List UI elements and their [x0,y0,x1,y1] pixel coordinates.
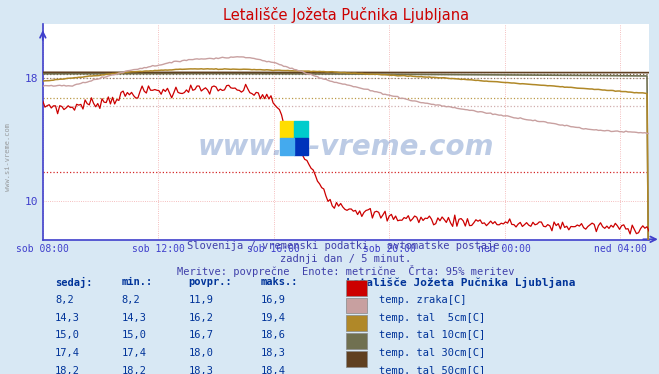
Title: Letališče Jožeta Pučnika Ljubljana: Letališče Jožeta Pučnika Ljubljana [223,7,469,23]
Text: 17,4: 17,4 [55,348,80,358]
FancyBboxPatch shape [346,280,367,295]
Text: 11,9: 11,9 [188,295,214,304]
Text: 8,2: 8,2 [55,295,74,304]
Bar [294,121,308,138]
Text: 15,0: 15,0 [122,330,147,340]
Text: 18,2: 18,2 [122,366,147,374]
Text: temp. tal 50cm[C]: temp. tal 50cm[C] [380,366,486,374]
FancyBboxPatch shape [346,316,367,331]
Bar [279,138,294,155]
Text: 15,0: 15,0 [55,330,80,340]
Text: maks.:: maks.: [261,277,299,287]
Text: 18,2: 18,2 [55,366,80,374]
Text: 16,2: 16,2 [188,313,214,322]
Bar [294,138,308,155]
Text: 8,2: 8,2 [122,295,140,304]
Text: 16,9: 16,9 [261,295,286,304]
Text: www.si-vreme.com: www.si-vreme.com [198,133,494,161]
Text: temp. tal 10cm[C]: temp. tal 10cm[C] [380,330,486,340]
Text: 14,3: 14,3 [55,313,80,322]
Text: 19,4: 19,4 [261,313,286,322]
Text: 18,4: 18,4 [261,366,286,374]
Text: 18,6: 18,6 [261,330,286,340]
Text: temp. tal 30cm[C]: temp. tal 30cm[C] [380,348,486,358]
Text: 18,3: 18,3 [261,348,286,358]
Text: Letališče Jožeta Pučnika Ljubljana: Letališče Jožeta Pučnika Ljubljana [346,277,575,288]
FancyBboxPatch shape [346,298,367,313]
Text: 17,4: 17,4 [122,348,147,358]
Text: Meritve: povprečne  Enote: metrične  Črta: 95% meritev: Meritve: povprečne Enote: metrične Črta:… [177,265,515,277]
FancyBboxPatch shape [346,333,367,349]
Text: 16,7: 16,7 [188,330,214,340]
Text: min.:: min.: [122,277,153,287]
Bar [279,121,294,138]
Text: Slovenija / vremenski podatki - avtomatske postaje.: Slovenija / vremenski podatki - avtomats… [186,241,505,251]
FancyBboxPatch shape [346,351,367,367]
Text: zadnji dan / 5 minut.: zadnji dan / 5 minut. [280,254,412,264]
Text: povpr.:: povpr.: [188,277,232,287]
Text: temp. tal  5cm[C]: temp. tal 5cm[C] [380,313,486,322]
Text: 14,3: 14,3 [122,313,147,322]
Text: 18,0: 18,0 [188,348,214,358]
Text: www.si-vreme.com: www.si-vreme.com [5,123,11,191]
Text: 18,3: 18,3 [188,366,214,374]
Text: sedaj:: sedaj: [55,277,92,288]
Text: temp. zraka[C]: temp. zraka[C] [380,295,467,304]
